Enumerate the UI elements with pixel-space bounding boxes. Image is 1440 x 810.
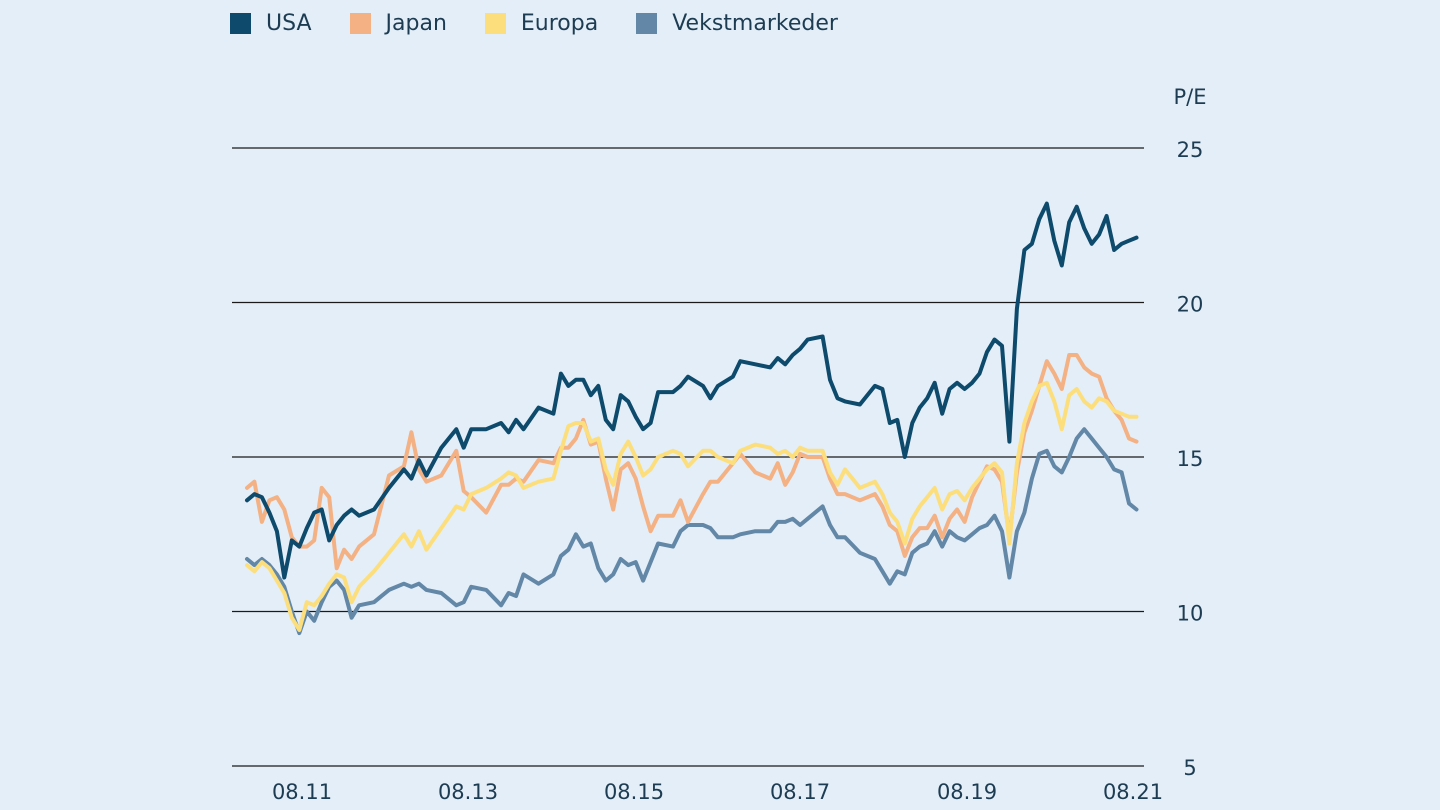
series-line-usa bbox=[245, 201, 1139, 580]
x-tick-label-08-17: 08.17 bbox=[770, 780, 830, 804]
legend-swatch-europa bbox=[484, 12, 506, 34]
legend-item-japan: Japan bbox=[349, 10, 447, 36]
x-tick-label-08-13: 08.13 bbox=[438, 780, 498, 804]
legend-swatch-usa bbox=[230, 12, 251, 34]
y-tick-label-15: 15 bbox=[1177, 447, 1204, 471]
y-tick-label-10: 10 bbox=[1177, 602, 1204, 626]
chart-legend: USA Japan Europa Vekstmarkeder bbox=[230, 8, 876, 38]
y-tick-label-25: 25 bbox=[1177, 138, 1204, 162]
x-tick-label-08-21: 08.21 bbox=[1103, 780, 1163, 804]
legend-item-europa: Europa bbox=[484, 10, 599, 36]
y-axis-label: P/E bbox=[1173, 85, 1206, 109]
legend-item-usa: USA bbox=[230, 11, 312, 36]
series-line-europa bbox=[245, 380, 1139, 632]
x-tick-label-08-11: 08.11 bbox=[272, 780, 332, 804]
y-tick-label-5: 5 bbox=[1183, 756, 1196, 780]
x-tick-label-08-15: 08.15 bbox=[604, 780, 664, 804]
legend-swatch-japan bbox=[349, 12, 371, 34]
legend-label-japan: Japan bbox=[385, 10, 447, 36]
y-tick-label-20: 20 bbox=[1177, 293, 1204, 317]
series-line-vekstmarkeder bbox=[245, 427, 1139, 636]
x-axis-ticks: 08.11 08.13 08.15 08.17 08.19 08.21 bbox=[272, 780, 1163, 804]
x-tick-label-08-19: 08.19 bbox=[937, 780, 997, 804]
series-lines bbox=[245, 201, 1139, 636]
legend-label-usa: USA bbox=[266, 10, 312, 36]
legend-label-vekstmarkeder: Vekstmarkeder bbox=[672, 10, 838, 36]
legend-swatch-vekstmarkeder bbox=[636, 12, 658, 34]
gridlines bbox=[232, 147, 1144, 767]
legend-label-europa: Europa bbox=[520, 10, 599, 36]
y-axis-ticks: 25 20 15 10 5 bbox=[1177, 138, 1204, 780]
legend-item-vekstmarkeder: Vekstmarkeder bbox=[636, 11, 838, 36]
